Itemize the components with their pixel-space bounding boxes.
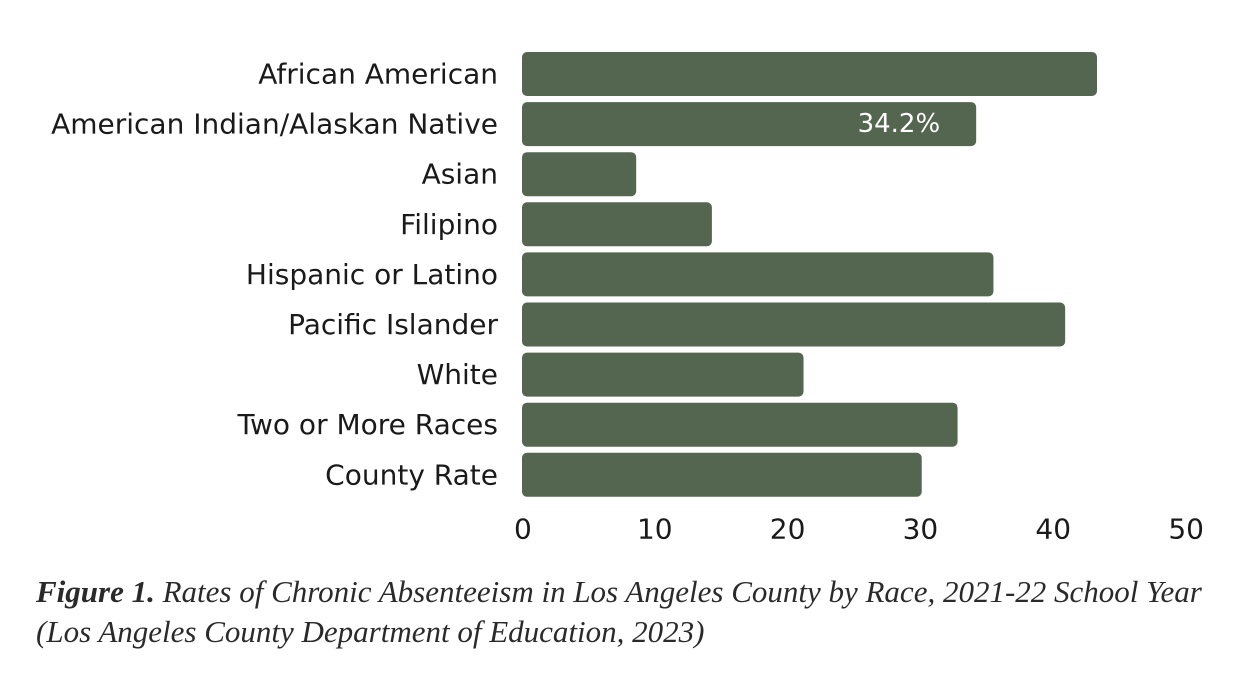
category-label-white: White [417,358,498,391]
x-axis-ticks: 0 10 20 30 40 50 [514,513,1204,546]
category-label-asian: Asian [422,158,498,191]
bar-american-indian-alaskan-native [522,102,977,147]
x-tick-label-40: 40 [1035,513,1071,546]
bar-white [522,352,804,397]
category-label-pacific-islander: Pacific Islander [288,308,498,341]
data-label-american-indian-alaskan-native: 34.2% [858,109,941,139]
x-tick-label-30: 30 [903,513,939,546]
bar-county-rate [522,452,922,497]
x-tick-label-10: 10 [637,513,673,546]
bars-group [522,52,1098,497]
category-labels: African American American Indian/Alaskan … [51,58,498,492]
x-tick-label-0: 0 [514,513,532,546]
x-tick-label-20: 20 [770,513,806,546]
bar-hispanic-or-latino [522,252,994,297]
bar-african-american [522,52,1098,96]
figure-label: Figure 1. [36,574,155,609]
category-label-two-or-more-races: Two or More Races [237,408,498,441]
bar-chart: African American American Indian/Alaskan … [51,52,1204,546]
x-tick-label-50: 50 [1168,513,1204,546]
bar-pacific-islander [522,302,1066,347]
category-label-african-american: African American [258,58,498,91]
data-labels: 34.2% [858,109,941,139]
category-label-american-indian-alaskan-native: American Indian/Alaskan Native [51,108,498,141]
figure-caption: Figure 1. Rates of Chronic Absenteeism i… [36,572,1216,652]
figure-caption-text: Rates of Chronic Absenteeism in Los Ange… [36,574,1202,649]
category-label-filipino: Filipino [400,208,498,241]
bar-two-or-more-races [522,402,958,447]
bar-asian [522,152,637,197]
category-label-county-rate: County Rate [325,458,498,491]
bar-filipino [522,202,712,247]
category-label-hispanic-or-latino: Hispanic or Latino [246,258,498,291]
